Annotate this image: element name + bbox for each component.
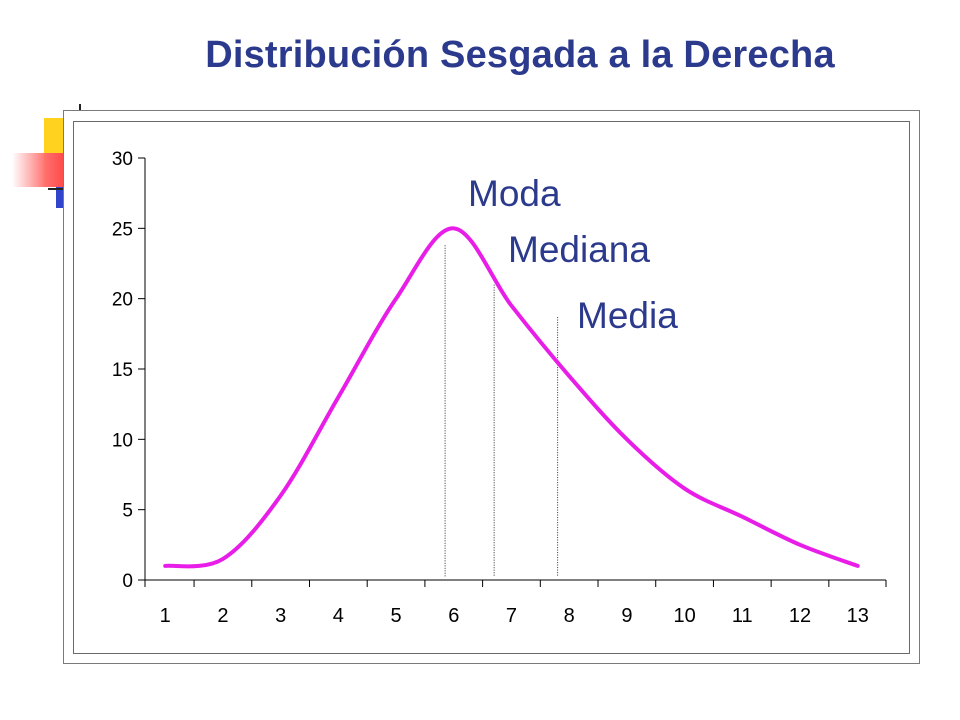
- x-tick-label: 9: [621, 605, 632, 627]
- y-tick-label: 20: [112, 290, 133, 311]
- x-tick-label: 11: [732, 605, 753, 627]
- x-tick-label: 4: [333, 605, 344, 627]
- y-tick-label: 30: [112, 149, 133, 170]
- y-tick-label: 25: [112, 219, 133, 240]
- slide-title: Distribución Sesgada a la Derecha: [205, 34, 835, 76]
- x-tick-label: 3: [275, 605, 286, 627]
- annotation-label-media: Media: [577, 295, 678, 336]
- x-tick-label: 5: [390, 605, 401, 627]
- annotation-label-moda: Moda: [468, 173, 561, 214]
- x-tick-label: 6: [448, 605, 459, 627]
- series-line: [163, 226, 860, 569]
- y-tick-label: 10: [112, 430, 133, 451]
- x-tick-label: 2: [217, 605, 228, 627]
- x-tick-label: 13: [847, 605, 869, 627]
- x-tick-label: 12: [789, 605, 811, 627]
- x-tick-label: 8: [564, 605, 575, 627]
- annotation-label-mediana: Mediana: [508, 229, 650, 270]
- y-tick-label: 0: [122, 571, 133, 592]
- x-tick-label: 7: [506, 605, 517, 627]
- x-tick-label: 1: [160, 605, 171, 627]
- y-tick-label: 5: [122, 501, 133, 522]
- y-tick-label: 15: [112, 360, 133, 381]
- chart-frame-outer: [63, 110, 920, 664]
- chart-frame-inner: [73, 121, 910, 654]
- x-tick-label: 10: [673, 605, 695, 627]
